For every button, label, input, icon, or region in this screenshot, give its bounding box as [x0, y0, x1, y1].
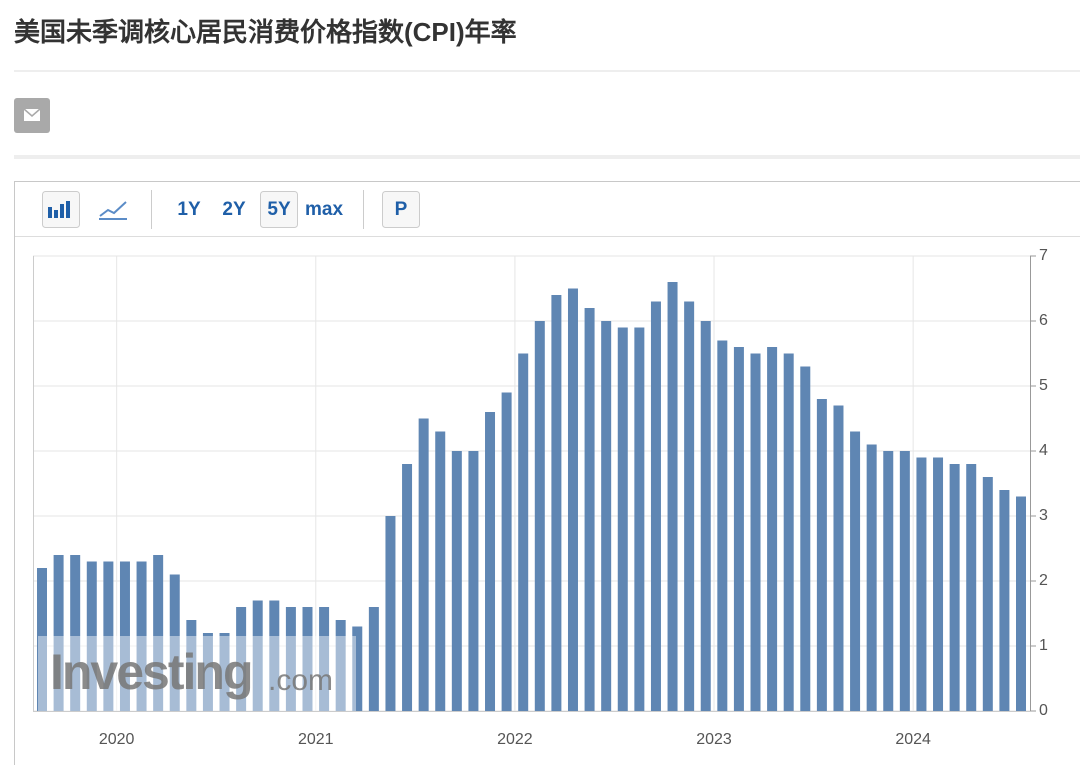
range-button[interactable]: 5Y [267, 199, 291, 220]
bar [717, 341, 727, 712]
bar [966, 464, 976, 711]
page-title: 美国未季调核心居民消费价格指数(CPI)年率 [14, 17, 517, 47]
range-button[interactable]: 2Y [222, 199, 246, 220]
x-tick-label: 2022 [497, 731, 533, 748]
bar [551, 295, 561, 711]
bar [999, 490, 1009, 711]
shadow [14, 155, 1080, 159]
bar [618, 328, 628, 712]
bar [883, 451, 893, 711]
y-tick-label: 1 [1039, 637, 1048, 654]
x-tick-label: 2021 [298, 731, 334, 748]
x-tick-label: 2020 [99, 731, 135, 748]
icon-part [60, 204, 64, 218]
bar [468, 451, 478, 711]
bar [701, 321, 711, 711]
icon-part [66, 201, 70, 218]
y-tick-label: 5 [1039, 377, 1048, 394]
watermark-brand: Investing [50, 644, 251, 700]
bar [983, 477, 993, 711]
bar [800, 367, 810, 712]
icon-part [54, 210, 58, 218]
bar [568, 289, 578, 712]
y-tick-label: 0 [1039, 702, 1048, 719]
p-button[interactable]: P [395, 199, 408, 220]
bar [518, 354, 528, 712]
bar [651, 302, 661, 712]
bar [535, 321, 545, 711]
bar [734, 347, 744, 711]
y-tick-label: 3 [1039, 507, 1048, 524]
bar [833, 406, 843, 712]
icon-part [48, 207, 52, 218]
bar-type-button[interactable] [43, 192, 80, 228]
bar [485, 412, 495, 711]
bar [435, 432, 445, 712]
y-tick-label: 7 [1039, 247, 1048, 264]
bar [751, 354, 761, 712]
bar [502, 393, 512, 712]
bar [900, 451, 910, 711]
bar [1016, 497, 1026, 712]
watermark-suffix: .com [268, 664, 333, 697]
bar [684, 302, 694, 712]
bar [452, 451, 462, 711]
x-tick-label: 2024 [895, 731, 931, 748]
bar [933, 458, 943, 712]
bar [784, 354, 794, 712]
bar [767, 347, 777, 711]
bar [419, 419, 429, 712]
bar [601, 321, 611, 711]
y-tick-label: 6 [1039, 312, 1048, 329]
bar [402, 464, 412, 711]
bar [867, 445, 877, 712]
bar [369, 607, 379, 711]
y-tick-label: 2 [1039, 572, 1048, 589]
range-button[interactable]: max [305, 199, 343, 220]
mail-button[interactable] [14, 98, 50, 133]
bar [950, 464, 960, 711]
bar [668, 282, 678, 711]
y-tick-label: 4 [1039, 442, 1048, 459]
x-tick-label: 2023 [696, 731, 732, 748]
bar [385, 516, 395, 711]
bar [585, 308, 595, 711]
bar [817, 399, 827, 711]
range-button[interactable]: 1Y [177, 199, 201, 220]
bar [634, 328, 644, 712]
bar [916, 458, 926, 712]
bar [850, 432, 860, 712]
